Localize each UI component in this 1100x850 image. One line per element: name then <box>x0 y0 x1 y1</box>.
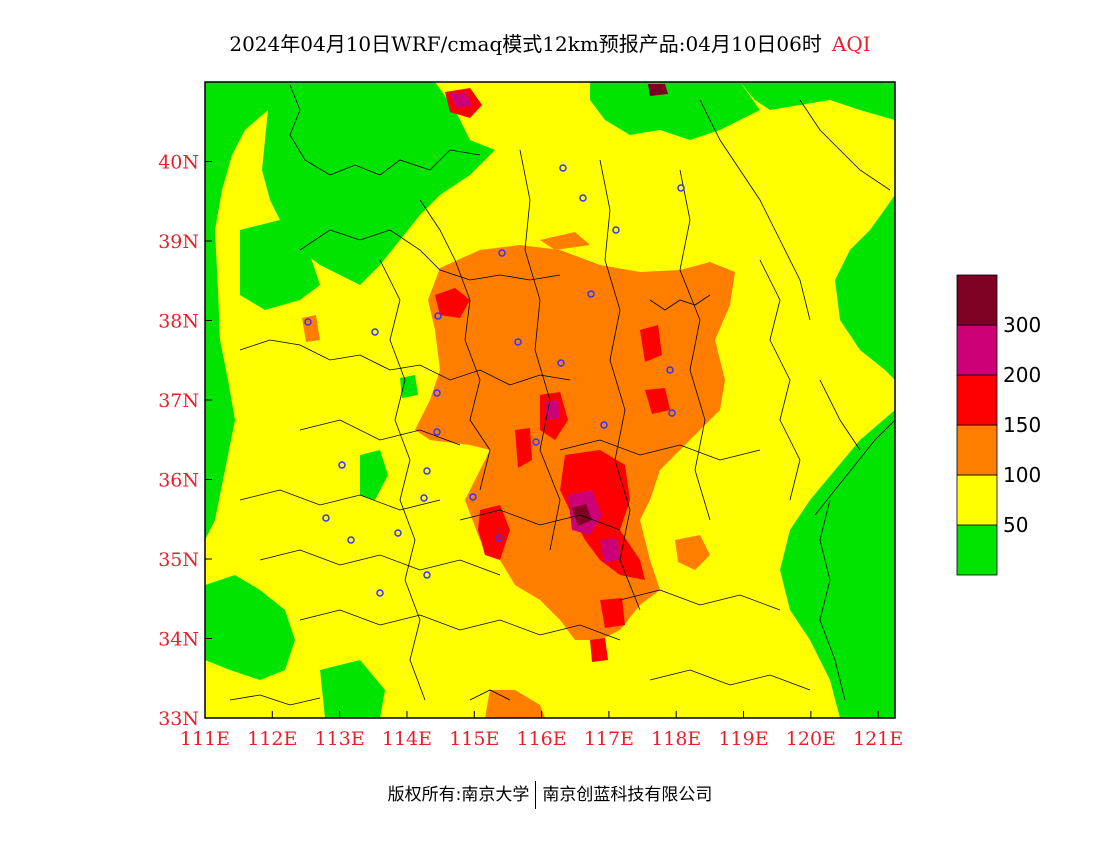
aqi-unhealthy-7 <box>645 388 670 414</box>
aqi-unhealthy-8 <box>600 598 625 628</box>
lon-tick-label: 118E <box>651 728 701 750</box>
aqi-unhealthy-9 <box>590 638 608 662</box>
aqi-good-south-mid <box>320 660 385 718</box>
aqi-usg-north-patch <box>540 232 590 250</box>
lon-tick-label: 119E <box>718 728 768 750</box>
aqi-very-unhealthy-2 <box>600 538 620 562</box>
lon-tick-label: 111E <box>180 728 230 750</box>
aqi-unhealthy-1 <box>560 450 645 580</box>
aqi-map-figure: 111E 112E 113E 114E 115E 116E 117E 118E 119E 120E… <box>158 81 1041 750</box>
aqi-very-unhealthy-4 <box>450 92 472 108</box>
footer-separator <box>535 781 537 809</box>
lon-tick-label: 114E <box>382 728 432 750</box>
legend-swatch <box>956 524 998 576</box>
station-marker <box>420 494 428 502</box>
aqi-good-east <box>835 195 895 380</box>
longitude-axis: 111E 112E 113E 114E 115E 116E 117E 118E 119E 120E… <box>180 711 903 750</box>
aqi-good-east-coast <box>780 410 895 718</box>
lon-tick-label: 112E <box>247 728 297 750</box>
copyright-left: 版权所有:南京大学 <box>387 785 530 805</box>
title-aqi-tag: AQI <box>831 32 871 56</box>
lon-tick-label: 121E <box>853 728 903 750</box>
station-marker <box>371 328 379 336</box>
legend-swatch <box>956 474 998 526</box>
lon-tick-label: 120E <box>786 728 836 750</box>
station-marker <box>338 461 346 469</box>
station-marker <box>469 493 477 501</box>
station-marker <box>394 529 402 537</box>
aqi-good-patch1 <box>360 450 388 500</box>
station-marker <box>433 428 441 436</box>
footer: 版权所有:南京大学 南京创蓝科技有限公司 <box>0 780 1100 809</box>
lat-tick-label: 34N <box>158 629 199 651</box>
station-marker <box>304 318 312 326</box>
aqi-legend: 50 100 150 200 300 <box>956 274 1041 576</box>
lon-tick-label: 117E <box>584 728 634 750</box>
aqi-very-unhealthy-3 <box>545 400 560 420</box>
lon-tick-label: 113E <box>315 728 365 750</box>
lat-tick-label: 37N <box>158 390 199 412</box>
legend-label: 300 <box>1003 313 1041 337</box>
aqi-usg-south <box>485 690 545 718</box>
lat-tick-label: 40N <box>158 152 199 174</box>
aqi-good-southwest <box>205 575 295 680</box>
station-marker <box>347 536 355 544</box>
aqi-unhealthy-2 <box>478 505 510 560</box>
station-marker <box>376 589 384 597</box>
station-markers <box>304 164 685 597</box>
map-title: 2024年04月10日WRF/cmaq模式12km预报产品:04月10日06时 A… <box>0 28 1100 57</box>
aqi-hazardous-1 <box>572 504 592 526</box>
station-marker <box>579 194 587 202</box>
station-marker <box>612 226 620 234</box>
legend-label: 150 <box>1003 413 1041 437</box>
lat-tick-label: 39N <box>158 231 199 253</box>
aqi-field <box>205 82 895 718</box>
latitude-axis: 33N 34N 35N 36N 37N 38N 39N 40N <box>158 152 212 730</box>
legend-label: 200 <box>1003 363 1041 387</box>
station-marker <box>434 312 442 320</box>
station-marker <box>423 467 431 475</box>
lat-tick-label: 33N <box>158 708 199 730</box>
aqi-good-north2 <box>240 220 320 310</box>
station-marker <box>666 366 674 374</box>
aqi-good-north <box>262 82 495 285</box>
station-marker <box>495 534 503 542</box>
legend-swatch <box>956 324 998 376</box>
station-marker <box>322 514 330 522</box>
station-marker <box>559 164 567 172</box>
aqi-usg-nw-patch <box>302 315 320 342</box>
legend-label: 100 <box>1003 463 1041 487</box>
station-marker <box>600 421 608 429</box>
aqi-hazardous-2 <box>648 84 668 96</box>
station-marker <box>423 571 431 579</box>
aqi-good-ne <box>740 82 895 120</box>
lon-tick-label: 115E <box>449 728 499 750</box>
legend-swatch <box>956 274 998 326</box>
station-marker <box>557 359 565 367</box>
station-marker <box>514 338 522 346</box>
station-marker <box>498 249 506 257</box>
lat-tick-label: 35N <box>158 549 199 571</box>
lon-tick-label: 116E <box>517 728 567 750</box>
legend-swatch <box>956 374 998 426</box>
station-marker <box>587 290 595 298</box>
aqi-usg-east-patch <box>675 535 710 570</box>
station-marker <box>668 409 676 417</box>
aqi-unhealthy-6 <box>640 325 662 362</box>
boundaries <box>229 84 895 706</box>
station-marker <box>433 389 441 397</box>
lat-tick-label: 38N <box>158 311 199 333</box>
legend-swatch <box>956 424 998 476</box>
station-marker <box>677 184 685 192</box>
aqi-unhealthy-4 <box>515 428 532 468</box>
copyright-right: 南京创蓝科技有限公司 <box>542 785 713 805</box>
aqi-good-patch2 <box>400 375 418 398</box>
aqi-good-north-mid <box>590 82 760 140</box>
legend-label: 50 <box>1003 513 1028 537</box>
aqi-good-west <box>205 82 270 540</box>
station-marker <box>532 438 540 446</box>
title-main: 2024年04月10日WRF/cmaq模式12km预报产品:04月10日06时 <box>229 32 822 56</box>
aqi-unhealthy-5 <box>435 288 470 318</box>
lat-tick-label: 36N <box>158 470 199 492</box>
